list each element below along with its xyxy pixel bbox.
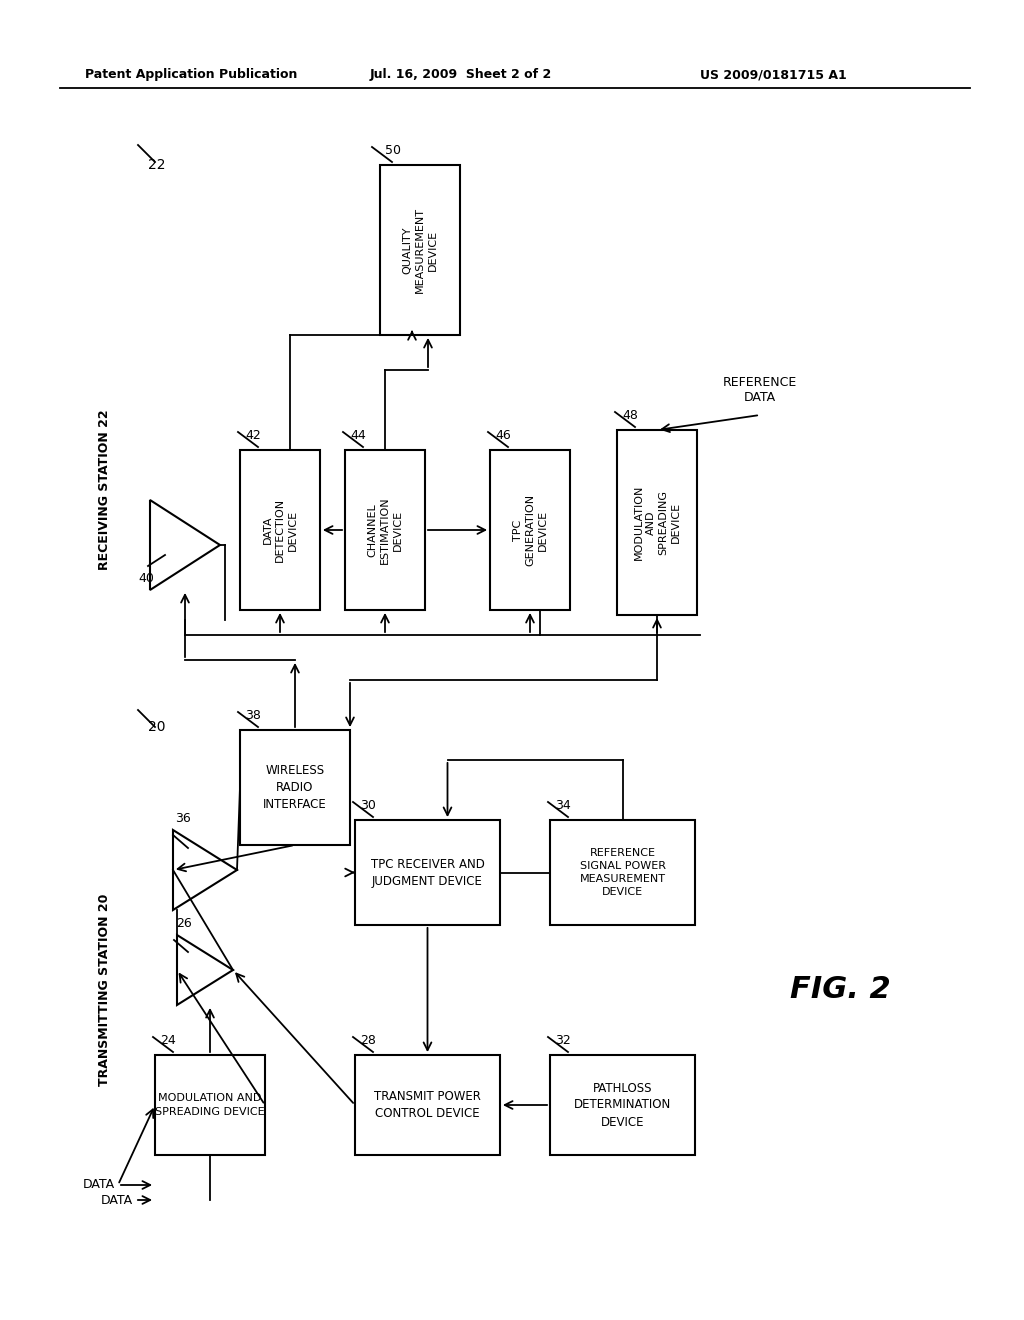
Text: MODULATION AND
SPREADING DEVICE: MODULATION AND SPREADING DEVICE [156,1093,265,1117]
Bar [617,430,697,615]
Text: WIRELESS
RADIO
INTERFACE: WIRELESS RADIO INTERFACE [263,764,327,810]
Text: CHANNEL
ESTIMATION
DEVICE: CHANNEL ESTIMATION DEVICE [368,496,402,564]
Bar [550,1055,695,1155]
Text: DATA
DETECTION
DEVICE: DATA DETECTION DEVICE [262,498,297,562]
Text: MODULATION
AND
SPREADING
DEVICE: MODULATION AND SPREADING DEVICE [634,484,681,560]
Text: 38: 38 [245,709,261,722]
Bar [355,820,500,925]
Bar [240,450,319,610]
Text: PATHLOSS
DETERMINATION
DEVICE: PATHLOSS DETERMINATION DEVICE [573,1081,671,1129]
Bar [490,450,570,610]
Text: Patent Application Publication: Patent Application Publication [85,69,297,81]
Text: TRANSMITTING STATION 20: TRANSMITTING STATION 20 [98,894,112,1086]
Bar [380,165,460,335]
Bar [550,820,695,925]
Text: QUALITY
MEASUREMENT
DEVICE: QUALITY MEASUREMENT DEVICE [402,207,437,293]
Bar [240,730,350,845]
Text: 50: 50 [385,144,401,157]
Text: 20: 20 [148,719,166,734]
Bar [355,1055,500,1155]
Text: 22: 22 [148,158,166,172]
Text: Jul. 16, 2009  Sheet 2 of 2: Jul. 16, 2009 Sheet 2 of 2 [370,69,552,81]
Bar [345,450,425,610]
Text: DATA: DATA [101,1193,133,1206]
Text: 34: 34 [555,799,570,812]
Text: 42: 42 [245,429,261,442]
Text: RECEIVING STATION 22: RECEIVING STATION 22 [98,409,112,570]
Text: 24: 24 [160,1034,176,1047]
Text: REFERENCE
SIGNAL POWER
MEASUREMENT
DEVICE: REFERENCE SIGNAL POWER MEASUREMENT DEVIC… [580,847,666,898]
Text: TPC RECEIVER AND
JUDGMENT DEVICE: TPC RECEIVER AND JUDGMENT DEVICE [371,858,484,887]
Text: TRANSMIT POWER
CONTROL DEVICE: TRANSMIT POWER CONTROL DEVICE [374,1090,481,1119]
Text: 48: 48 [622,409,638,422]
Text: US 2009/0181715 A1: US 2009/0181715 A1 [700,69,847,81]
Text: TPC
GENERATION
DEVICE: TPC GENERATION DEVICE [513,494,548,566]
Text: FIG. 2: FIG. 2 [790,975,891,1005]
Text: 26: 26 [176,917,191,931]
Text: 36: 36 [175,812,190,825]
Text: DATA: DATA [83,1179,115,1192]
Text: 28: 28 [360,1034,376,1047]
Text: 32: 32 [555,1034,570,1047]
Text: 44: 44 [350,429,366,442]
Bar [155,1055,265,1155]
Text: 46: 46 [495,429,511,442]
Text: REFERENCE
DATA: REFERENCE DATA [723,376,797,404]
Text: 30: 30 [360,799,376,812]
Text: 40: 40 [138,572,154,585]
